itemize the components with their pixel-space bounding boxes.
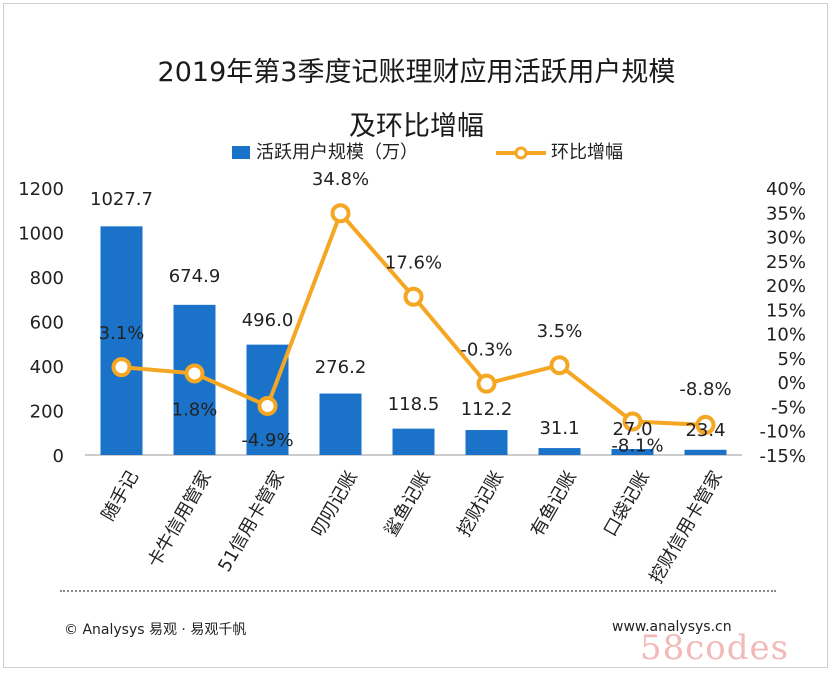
bar [392, 428, 435, 455]
bar-value-label: 674.9 [169, 266, 221, 287]
bar-value-label: 276.2 [315, 357, 367, 378]
bar [684, 449, 727, 455]
y-right-tick-label: -10% [759, 422, 806, 443]
y-left-tick-label: 400 [30, 357, 64, 378]
bar-value-label: 496.0 [242, 310, 294, 331]
line-series [111, 203, 716, 435]
line-point [330, 203, 351, 224]
line-point [111, 357, 132, 378]
y-right-tick-label: -15% [759, 446, 806, 467]
line-point [549, 355, 570, 376]
bar [611, 448, 654, 455]
y-right-tick-label: 25% [766, 252, 806, 273]
line-value-label: -4.9% [241, 430, 293, 451]
legend-bar-swatch [232, 146, 250, 159]
line-value-label: 1.8% [172, 399, 218, 420]
y-right-tick-label: 5% [777, 349, 806, 370]
footer-url: www.analysys.cn [612, 619, 732, 635]
bar-value-label: 23.4 [685, 420, 725, 441]
bar-series [100, 226, 727, 455]
footer-source: © Analysys 易观 · 易观千帆 [64, 622, 247, 638]
y-left-tick-label: 800 [30, 268, 64, 289]
line-point [695, 414, 716, 435]
y-right-tick-label: 40% [766, 179, 806, 200]
bar [465, 430, 508, 455]
line-value-label: 34.8% [312, 169, 369, 190]
y-right-tick-label: 30% [766, 228, 806, 249]
y-left-tick-label: 600 [30, 313, 64, 334]
y-right-tick-label: -5% [771, 397, 806, 418]
line-value-label: 17.6% [385, 253, 442, 274]
bar [319, 393, 362, 455]
line-point [476, 373, 497, 394]
bar [100, 226, 143, 455]
y-right-tick-label: 20% [766, 276, 806, 297]
x-tick-label: 51信用卡管家 [214, 467, 289, 575]
bar-value-label: 118.5 [388, 394, 440, 415]
y-right-tick-label: 10% [766, 325, 806, 346]
x-tick-label: 随手记 [98, 467, 143, 524]
data-labels: 1027.7 674.9 496.0 276.2 118.5 112.2 31.1 27.0 2… [90, 169, 732, 456]
bar-value-label: 112.2 [461, 399, 513, 420]
line-value-label: 3.5% [537, 321, 583, 342]
line-point [257, 395, 278, 416]
bar-value-label: 1027.7 [90, 189, 153, 210]
line-value-label: 3.1% [99, 323, 145, 344]
bar-value-label: 27.0 [612, 419, 652, 440]
x-tick-label: 有鱼记账 [527, 467, 581, 540]
y-right-tick-label: 15% [766, 300, 806, 321]
y-left-tick-label: 1000 [18, 224, 64, 245]
legend-line-marker [514, 146, 528, 160]
x-tick-label: 叨叨记账 [308, 467, 362, 540]
bar-value-label: 31.1 [539, 418, 579, 439]
chart-title-line2: 及环比增幅 [349, 111, 484, 142]
legend-line-label: 环比增幅 [551, 142, 623, 163]
y-right-tick-label: 35% [766, 203, 806, 224]
legend: 活跃用户规模（万） 环比增幅 [232, 142, 623, 163]
line-point [184, 363, 205, 384]
chart-title-line1: 2019年第3季度记账理财应用活跃用户规模 [157, 57, 676, 88]
x-tick-label: 卡牛信用管家 [144, 467, 216, 571]
y-right-tick-label: 0% [777, 373, 806, 394]
x-tick-label: 挖财信用卡管家 [646, 467, 727, 587]
footer-divider [60, 590, 776, 592]
line-point [622, 411, 643, 432]
y-left-tick-label: 1200 [18, 179, 64, 200]
line-point [403, 286, 424, 307]
y-left-tick-label: 200 [30, 402, 64, 423]
line-value-label: -8.8% [679, 379, 731, 400]
line-value-label: -8.1% [611, 436, 663, 457]
line-value-label: -0.3% [460, 340, 512, 361]
x-tick-label: 口袋记账 [600, 467, 654, 540]
watermark: 58codes [640, 628, 790, 668]
bar [538, 448, 581, 455]
x-tick-label: 挖财记账 [454, 467, 508, 540]
legend-bar-label: 活跃用户规模（万） [256, 142, 418, 163]
y-left-tick-label: 0 [53, 446, 64, 467]
x-tick-label: 鲨鱼记账 [381, 467, 435, 540]
